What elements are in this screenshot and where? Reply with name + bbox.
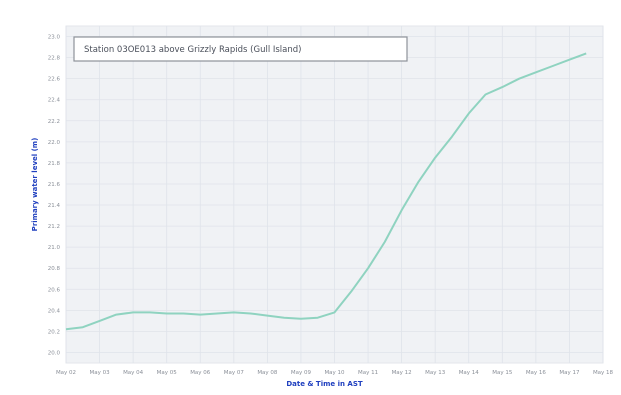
x-tick-label: May 18 [593,370,614,376]
y-tick-label: 20.6 [48,287,61,293]
y-tick-label: 22.6 [48,77,61,83]
x-axis-title: Date & Time in AST [286,380,363,388]
chart-title-box: Station 03OE013 above Grizzly Rapids (Gu… [73,36,408,62]
x-tick-label: May 07 [224,370,245,376]
y-tick-label: 23.0 [48,35,61,41]
x-tick-label: May 04 [123,370,144,376]
y-tick-label: 22.4 [48,98,61,104]
y-tick-label: 20.2 [48,329,60,335]
x-tick-label: May 12 [392,370,412,376]
y-tick-label: 20.4 [48,308,61,314]
y-tick-label: 21.4 [48,203,61,209]
y-tick-label: 22.2 [48,119,60,125]
x-tick-label: May 13 [425,370,446,376]
x-tick-label: May 15 [492,370,513,376]
y-axis-title: Primary water level (m) [31,138,39,232]
y-tick-label: 21.0 [48,245,61,251]
x-tick-label: May 02 [56,370,76,376]
x-tick-label: May 08 [257,370,278,376]
x-tick-label: May 06 [190,370,211,376]
x-tick-label: May 17 [559,370,580,376]
x-tick-label: May 14 [459,370,480,376]
x-tick-label: May 09 [291,370,312,376]
y-axis-ticks: 20.0 20.2 20.4 20.6 20.8 21.0 21.2 21.4 21.6 21.8… [48,35,61,357]
x-tick-label: May 03 [90,370,111,376]
x-tick-label: May 16 [526,370,547,376]
x-tick-label: May 11 [358,370,378,376]
chart-title-frame [73,36,408,62]
x-axis-ticks: May 02 May 03 May 04 May 05 May 06 May 07 May … [56,370,614,376]
x-tick-label: May 10 [324,370,345,376]
y-tick-label: 20.8 [48,266,61,272]
y-tick-label: 21.8 [48,161,61,167]
y-tick-label: 20.0 [48,350,61,356]
y-tick-label: 21.2 [48,224,60,230]
series-line [65,52,587,331]
y-tick-label: 21.6 [48,182,61,188]
y-tick-label: 22.0 [48,140,61,146]
chart-title: Station 03OE013 above Grizzly Rapids (Gu… [84,45,301,55]
y-tick-label: 22.8 [48,56,61,62]
x-tick-label: May 05 [157,370,178,376]
